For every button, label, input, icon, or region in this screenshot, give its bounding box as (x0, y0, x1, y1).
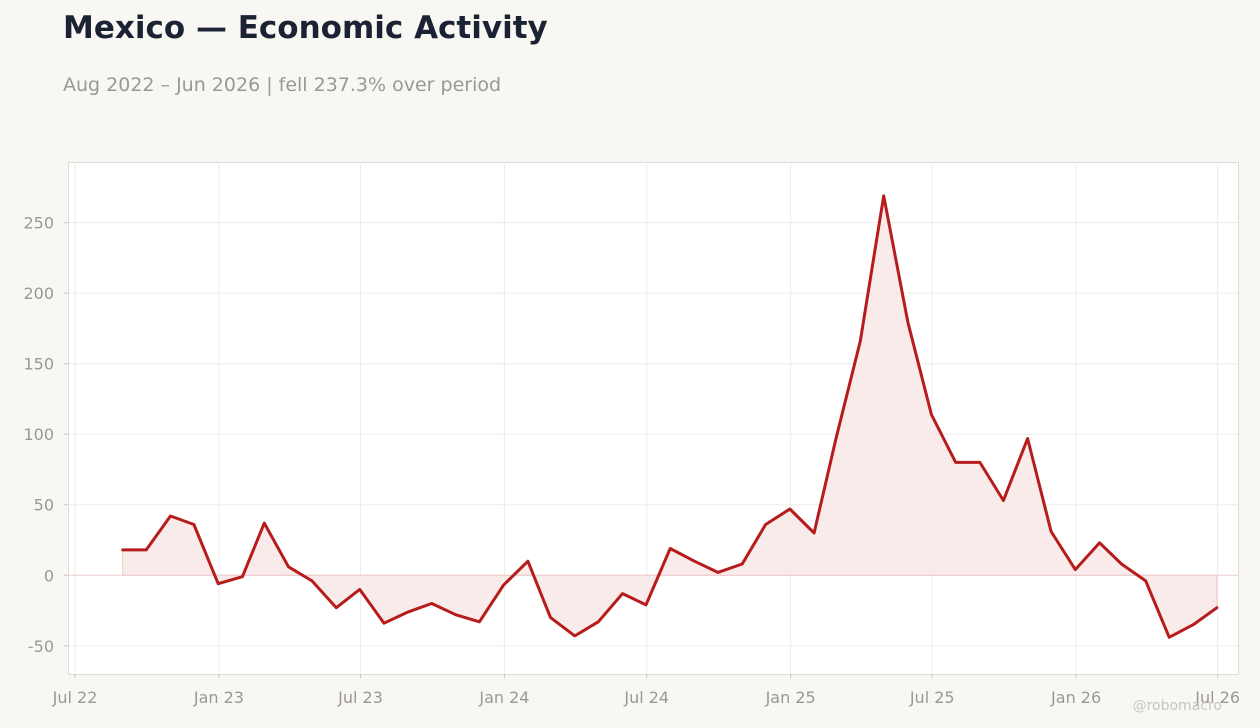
data-point (906, 321, 910, 324)
x-axis-ticks: Jul 22 Jan 23 Jul 23 Jan 24 Jul 24 Jan 25 Jul … (52, 674, 1240, 707)
data-point (169, 514, 172, 518)
data-point (621, 592, 624, 595)
data-point (930, 413, 933, 416)
data-point (978, 461, 982, 464)
data-point (241, 575, 244, 578)
x-tick-label: Jan 25 (765, 688, 816, 707)
data-point (1002, 499, 1005, 502)
data-point (788, 507, 792, 511)
data-point (287, 565, 290, 568)
y-axis-ticks: -50 0 50 100 150 200 250 (23, 214, 68, 656)
data-point (335, 606, 338, 609)
data-point (954, 461, 957, 464)
data-point (526, 560, 530, 563)
data-point (217, 582, 220, 585)
x-tick-label: Jan 23 (193, 688, 244, 707)
data-point (693, 560, 696, 563)
data-point (1215, 606, 1219, 609)
x-tick-label: Jan 26 (1050, 688, 1101, 707)
x-tick-label: Jul 24 (623, 688, 669, 707)
data-point (834, 437, 838, 440)
x-tick-label: Jul 22 (52, 688, 98, 707)
data-point (741, 562, 744, 566)
data-point (407, 610, 410, 614)
data-point (263, 521, 266, 525)
grid-lines (68, 162, 1238, 674)
watermark: @robomacro (1132, 698, 1222, 714)
data-point (1098, 541, 1101, 544)
data-point (192, 523, 196, 526)
x-tick-label: Jan 24 (478, 688, 529, 707)
data-point (1120, 562, 1123, 566)
x-tick-label: Jul 25 (909, 688, 955, 707)
data-point (358, 588, 361, 591)
data-point (382, 622, 386, 625)
y-tick-label: 0 (44, 566, 54, 585)
y-tick-label: 200 (23, 284, 54, 303)
x-tick-label: Jul 26 (1194, 688, 1240, 707)
chart-subtitle: Aug 2022 – Jun 2026 | fell 237.3% over p… (63, 74, 502, 96)
data-point (573, 634, 576, 638)
data-point (597, 620, 600, 623)
data-point (502, 583, 505, 587)
data-point (1144, 579, 1147, 583)
data-point (1026, 437, 1029, 440)
y-tick-label: -50 (28, 637, 54, 656)
data-point (764, 523, 767, 526)
data-point (716, 571, 720, 574)
data-point (430, 602, 433, 605)
data-point (549, 616, 552, 619)
data-point (121, 548, 124, 552)
x-tick-label: Jul 23 (337, 688, 383, 707)
data-point (644, 603, 648, 607)
data-point (310, 579, 314, 583)
data-points (121, 194, 1219, 639)
chart-title: Mexico — Economic Activity (63, 10, 548, 46)
y-tick-label: 150 (23, 355, 54, 374)
data-point (669, 547, 672, 550)
y-tick-label: 50 (34, 496, 54, 515)
data-point (812, 531, 816, 535)
data-point (1192, 623, 1195, 626)
data-point (454, 613, 458, 616)
data-point (882, 194, 885, 198)
data-point (145, 548, 148, 552)
y-tick-label: 100 (23, 425, 54, 444)
data-point (478, 620, 481, 623)
data-point (1074, 568, 1077, 571)
y-tick-label: 250 (23, 214, 54, 233)
data-point (859, 339, 862, 343)
data-point (1168, 636, 1171, 639)
plot-area (68, 162, 1239, 675)
data-point (1049, 530, 1053, 533)
